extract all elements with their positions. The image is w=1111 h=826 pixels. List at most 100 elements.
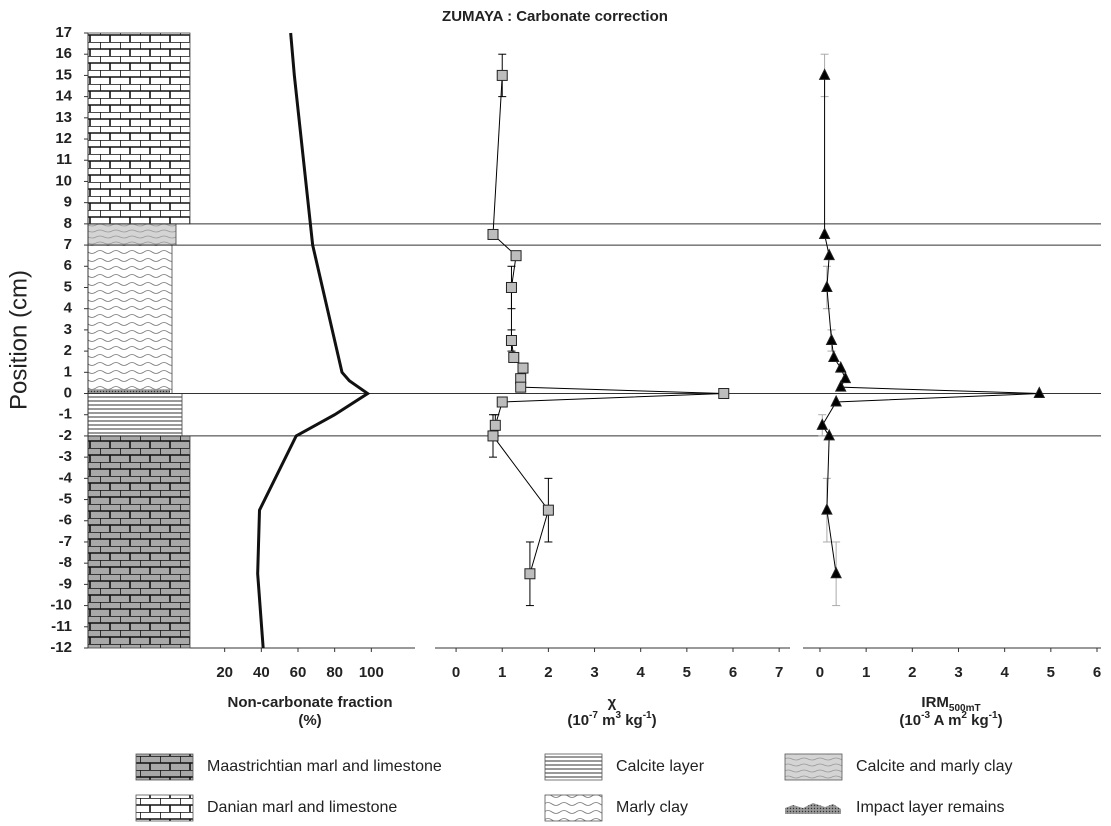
legend-swatch: [784, 753, 843, 781]
x-tick-label: 6: [1093, 664, 1101, 681]
y-tick-label: -10: [50, 597, 72, 614]
y-tick-label: 11: [56, 151, 72, 168]
y-tick-label: -8: [59, 554, 72, 571]
x-axis-title: (%): [298, 712, 321, 729]
y-tick-label: 5: [64, 278, 72, 295]
x-axis-title-part: (10: [567, 712, 589, 729]
y-tick-label: 0: [64, 384, 72, 401]
marker: [834, 360, 847, 373]
y-tick-label: 4: [64, 300, 73, 317]
y-tick-label: -1: [59, 406, 72, 423]
x-tick-label: 7: [775, 664, 783, 681]
y-tick-label: 12: [55, 130, 72, 147]
lithology-unit: [88, 389, 170, 394]
x-tick-label: 0: [816, 664, 824, 681]
marker: [830, 566, 842, 579]
marker: [515, 381, 527, 393]
lithology-unit: [87, 32, 191, 225]
x-tick-label: 4: [637, 664, 646, 681]
y-tick-label: -6: [59, 512, 72, 529]
y-tick-label: -4: [59, 469, 73, 486]
x-tick-label: 3: [954, 664, 962, 681]
y-tick-label: -12: [50, 639, 72, 656]
x-axis-title: Non-carbonate fraction: [227, 694, 392, 711]
marker: [828, 350, 840, 362]
x-axis-title: χ: [608, 694, 617, 711]
y-tick-label: 6: [64, 257, 72, 274]
marker: [487, 228, 499, 240]
marker: [825, 333, 838, 345]
legend-label: Maastrichtian marl and limestone: [207, 758, 442, 775]
legend-swatch: [785, 803, 841, 814]
y-tick-label: -9: [59, 575, 72, 592]
y-tick-label: 3: [64, 321, 72, 338]
marker: [505, 281, 517, 293]
x-axis-title-part: kg: [621, 712, 643, 729]
x-tick-label: 4: [1000, 664, 1009, 681]
x-axis-title-part: χ: [608, 694, 617, 711]
marker: [517, 362, 529, 374]
marker: [818, 227, 831, 239]
y-tick-label: 7: [64, 236, 72, 253]
y-axis-title: Position (cm): [5, 270, 32, 410]
lithology-unit: [87, 244, 173, 394]
marker: [524, 568, 536, 580]
y-tick-label: 16: [55, 45, 72, 62]
x-tick-label: 2: [908, 664, 916, 681]
marker: [487, 430, 499, 442]
y-tick-label: -2: [59, 427, 72, 444]
x-tick-label: 60: [290, 664, 307, 681]
y-tick-label: 17: [55, 24, 72, 41]
marker: [818, 68, 831, 80]
x-axis-title-part: -7: [589, 710, 598, 721]
x-tick-label: 1: [862, 664, 870, 681]
x-tick-label: 1: [498, 664, 506, 681]
chart-title: ZUMAYA : Carbonate correction: [442, 8, 668, 25]
marker: [823, 428, 836, 441]
y-tick-label: 15: [55, 66, 72, 83]
x-axis-title-part: Non-carbonate fraction: [227, 694, 392, 711]
x-axis-title-part: ): [998, 712, 1003, 729]
data-line: [256, 32, 371, 649]
marker: [718, 388, 730, 400]
y-tick-label: -3: [59, 448, 72, 465]
y-tick-label: 10: [55, 172, 72, 189]
data-line: [821, 75, 1040, 574]
marker: [496, 69, 508, 81]
x-tick-label: 5: [683, 664, 691, 681]
x-tick-label: 80: [326, 664, 343, 681]
y-tick-label: 8: [64, 215, 72, 232]
x-axis-title-part: 2: [961, 710, 967, 721]
legend-label: Marly clay: [616, 799, 688, 816]
legend-label: Calcite layer: [616, 758, 705, 775]
legend-label: Danian marl and limestone: [207, 799, 397, 816]
marker: [505, 335, 517, 346]
legend-label: Impact layer remains: [856, 799, 1005, 816]
lithology-unit: [87, 393, 183, 437]
y-tick-label: 9: [64, 194, 72, 211]
legend-swatch: [135, 753, 194, 781]
x-axis-title-part: kg: [967, 712, 989, 729]
x-axis-title-part: IRM: [921, 694, 949, 711]
marker: [830, 394, 842, 407]
marker: [496, 396, 508, 408]
x-tick-label: 40: [253, 664, 270, 681]
x-axis-title-part: -3: [921, 710, 930, 721]
marker: [489, 419, 501, 431]
x-tick-label: 20: [216, 664, 233, 681]
x-axis-title-part: ): [652, 712, 657, 729]
marker: [839, 371, 852, 384]
y-tick-label: 14: [55, 88, 72, 105]
x-tick-label: 5: [1047, 664, 1055, 681]
legend-swatch: [135, 794, 194, 822]
marker: [821, 280, 833, 292]
y-tick-label: -5: [59, 491, 72, 508]
y-tick-label: -11: [51, 618, 72, 635]
x-axis-title: IRM500mT: [921, 694, 980, 714]
marker: [816, 418, 829, 430]
legend-swatch: [544, 753, 603, 781]
x-axis-title-part: (%): [298, 712, 321, 729]
y-tick-label: 13: [55, 109, 72, 126]
x-tick-label: 6: [729, 664, 737, 681]
